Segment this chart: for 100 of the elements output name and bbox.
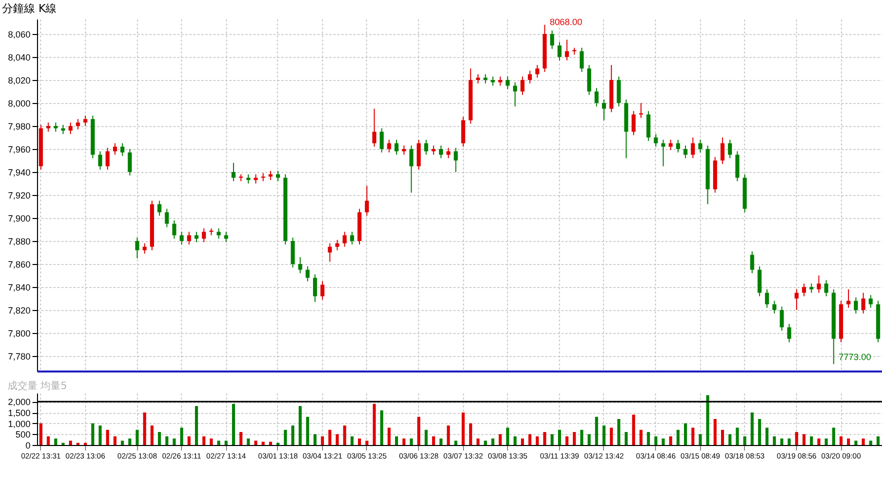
bar	[788, 438, 791, 445]
bar	[232, 404, 236, 445]
bar	[721, 430, 724, 445]
candlestick	[728, 139, 732, 159]
y-tick-label: 7,820	[8, 306, 30, 316]
bar	[543, 432, 546, 445]
candlestick	[313, 274, 318, 302]
bar	[669, 436, 672, 445]
candlestick	[424, 139, 428, 156]
candlestick	[809, 283, 814, 294]
candlestick	[654, 134, 658, 148]
candlestick	[661, 139, 666, 167]
bar	[854, 440, 858, 445]
bar	[462, 412, 465, 445]
candlestick	[120, 142, 124, 156]
candlestick	[772, 300, 776, 314]
y-tick-label: 7,960	[8, 144, 30, 154]
bar	[372, 404, 376, 445]
bar	[158, 432, 161, 445]
candlestick	[350, 231, 354, 245]
candlestick	[98, 150, 102, 170]
candlestick	[787, 323, 792, 343]
candlestick	[402, 145, 406, 156]
candlestick	[202, 228, 206, 243]
y-tick-label: 7,860	[8, 260, 30, 270]
bar	[343, 426, 346, 445]
y-tick-label: 2,000	[8, 397, 30, 408]
candlestick	[342, 231, 347, 248]
bar	[113, 436, 116, 445]
bar	[210, 438, 213, 445]
candlestick	[764, 288, 769, 308]
bar	[817, 438, 820, 445]
chart-title: 分鐘線 K線	[2, 2, 57, 15]
bar	[98, 426, 102, 445]
candlestick	[164, 208, 169, 228]
candlestick	[246, 174, 250, 184]
bar	[424, 430, 428, 445]
candlestick	[187, 231, 192, 245]
bar	[432, 436, 436, 445]
bar	[520, 438, 524, 445]
bar	[239, 432, 242, 445]
candlestick	[632, 110, 636, 136]
candlestick	[676, 139, 680, 153]
candlestick	[780, 306, 784, 332]
bar	[410, 438, 413, 445]
bar	[610, 428, 613, 445]
bar	[691, 428, 694, 445]
candlestick	[735, 150, 740, 182]
bar	[824, 438, 828, 445]
candlestick	[580, 47, 584, 72]
y-tick-label: 7,780	[8, 352, 30, 362]
candlestick	[409, 145, 414, 194]
y-tick-label: 8,060	[8, 29, 30, 40]
y-tick-label: 7,880	[8, 236, 30, 247]
bar	[217, 440, 220, 445]
candlestick	[868, 294, 873, 308]
bar	[69, 440, 72, 445]
bar	[758, 419, 762, 445]
candlestick	[498, 76, 502, 86]
bar	[380, 410, 384, 445]
candlestick	[535, 64, 540, 78]
y-tick-label: 7,940	[8, 167, 30, 178]
annotation: 7773.00	[838, 352, 872, 362]
bar	[765, 428, 768, 445]
candlestick	[668, 139, 673, 151]
bar	[484, 440, 487, 445]
candlestick	[432, 145, 436, 156]
bar	[39, 423, 42, 445]
candlestick	[180, 231, 184, 245]
candlestick	[372, 108, 376, 148]
bar	[602, 426, 606, 445]
candlestick	[328, 242, 332, 262]
candlestick	[698, 139, 702, 153]
candlestick	[690, 136, 695, 159]
candlestick	[83, 115, 88, 126]
candlestick	[387, 139, 392, 153]
candlestick	[816, 275, 821, 294]
y-tick-label: 7,980	[8, 121, 30, 132]
candlestick	[416, 139, 421, 170]
candlestick	[394, 139, 399, 156]
bar	[120, 440, 124, 445]
bar	[291, 426, 294, 445]
candlestick	[483, 74, 488, 84]
bar	[780, 438, 784, 445]
candlestick	[550, 30, 554, 50]
bar	[91, 423, 94, 445]
candlestick	[513, 82, 518, 107]
annotation: 8068.00	[550, 16, 582, 27]
bar	[558, 430, 562, 445]
bar	[46, 436, 50, 445]
bar	[306, 416, 310, 445]
bar	[106, 430, 110, 445]
bar	[565, 436, 568, 445]
bar	[128, 438, 132, 445]
bar	[640, 430, 643, 445]
candlestick	[476, 74, 480, 84]
bar	[454, 440, 458, 445]
bar	[439, 438, 442, 445]
candlestick	[290, 237, 295, 268]
bar	[328, 430, 332, 445]
